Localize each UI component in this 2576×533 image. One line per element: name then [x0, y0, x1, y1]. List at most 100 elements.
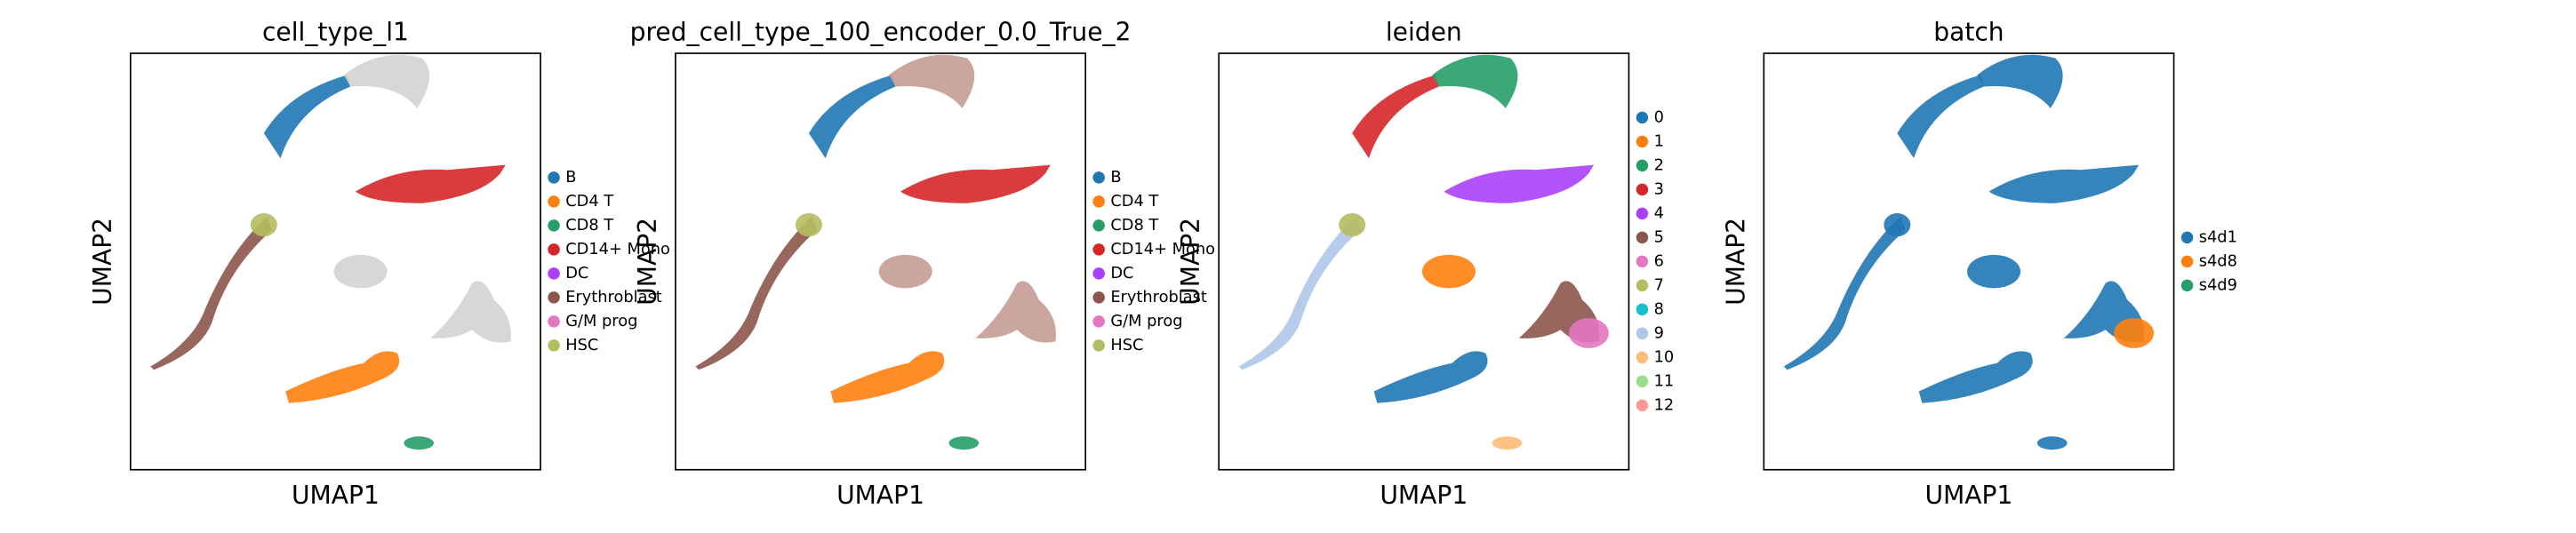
legend-marker — [1636, 399, 1649, 412]
legend-label: CD14+ Mono — [1110, 240, 1215, 259]
cluster-region — [343, 54, 430, 108]
legend-label: 8 — [1654, 299, 1664, 318]
legend-label: 2 — [1654, 155, 1664, 174]
y-axis-label: UMAP2 — [1176, 218, 1205, 306]
legend-label: B — [565, 168, 576, 187]
legend-label: CD4 T — [565, 192, 613, 211]
plot-title: leiden — [1386, 18, 1462, 47]
legend-marker — [1636, 279, 1649, 292]
legend-marker — [1636, 231, 1649, 244]
legend-label: Erythroblast — [565, 288, 662, 306]
legend-label: s4d1 — [2199, 227, 2237, 246]
legend-marker — [1092, 219, 1105, 232]
x-axis-label: UMAP1 — [1924, 481, 2012, 510]
legend-marker — [1092, 315, 1105, 328]
legend-label: s4d9 — [2199, 275, 2237, 294]
legend-marker — [1636, 135, 1649, 148]
legend-marker — [548, 171, 560, 184]
legend-marker — [1092, 267, 1105, 280]
cluster-region — [1988, 164, 2140, 203]
legend-marker — [1636, 159, 1649, 172]
legend-label: HSC — [1110, 336, 1143, 354]
cluster-region — [878, 254, 932, 289]
legend-marker — [548, 243, 560, 256]
cluster-region — [888, 54, 975, 108]
cluster-region — [1432, 54, 1518, 108]
legend-marker — [548, 195, 560, 208]
legend-marker — [2180, 255, 2194, 268]
cluster-region — [795, 213, 822, 237]
cluster-region — [1897, 75, 1984, 159]
legend-label: 7 — [1654, 275, 1664, 294]
legend-marker — [2180, 231, 2194, 244]
legend-label: 4 — [1654, 203, 1664, 222]
legend-marker — [1636, 375, 1649, 388]
cluster-region — [1352, 75, 1439, 159]
y-axis-label: UMAP2 — [633, 218, 662, 306]
legend-label: DC — [1110, 264, 1133, 282]
y-axis-label: UMAP2 — [1721, 218, 1750, 306]
cluster-region — [430, 281, 511, 343]
legend-marker — [1636, 327, 1649, 340]
legend-marker — [1092, 195, 1105, 208]
cluster-region — [900, 164, 1051, 203]
legend-marker — [1636, 183, 1649, 196]
cluster-region — [948, 436, 980, 450]
cluster-region — [2036, 436, 2068, 450]
cluster-region — [1373, 351, 1488, 403]
legend-label: 3 — [1654, 179, 1664, 198]
legend-marker — [1636, 351, 1649, 364]
legend-marker — [1092, 243, 1105, 256]
plot-frame — [1763, 52, 2175, 471]
x-axis-label: UMAP1 — [292, 481, 380, 510]
plot-frame — [129, 52, 541, 471]
cluster-region — [808, 75, 896, 159]
legend-label: B — [1110, 168, 1121, 187]
cluster-region — [2114, 318, 2155, 348]
cluster-region — [355, 164, 506, 203]
legend-label: DC — [565, 264, 588, 282]
legend-marker — [1636, 111, 1649, 124]
legend-marker — [548, 219, 560, 232]
legend-marker — [1092, 339, 1105, 352]
cluster-region — [1967, 254, 2021, 289]
cluster-region — [830, 351, 945, 403]
cluster-region — [250, 213, 277, 237]
legend-label: G/M prog — [565, 312, 637, 330]
legend-marker — [1636, 255, 1649, 268]
legend-label: CD8 T — [565, 216, 613, 235]
legend-marker — [1092, 291, 1105, 304]
legend-label: s4d8 — [2199, 251, 2237, 270]
cluster-region — [404, 436, 435, 450]
cluster-region — [695, 216, 818, 370]
legend-label: CD4 T — [1110, 192, 1158, 211]
cluster-region — [1977, 54, 2063, 108]
legend-marker — [548, 291, 560, 304]
legend-label: 11 — [1654, 371, 1675, 390]
cluster-region — [285, 351, 400, 403]
legend-marker — [548, 267, 560, 280]
legend-label: CD14+ Mono — [565, 240, 670, 259]
cluster-region — [1339, 213, 1366, 237]
legend-marker — [1092, 171, 1105, 184]
legend-marker — [2180, 279, 2194, 292]
legend-label: G/M prog — [1110, 312, 1182, 330]
legend-label: 5 — [1654, 227, 1664, 246]
legend-marker — [548, 339, 560, 352]
cluster-region — [333, 254, 388, 289]
legend-marker — [1636, 303, 1649, 316]
cluster-region — [1918, 351, 2033, 403]
cluster-region — [1492, 436, 1523, 450]
plot-title: batch — [1933, 18, 2004, 47]
legend-label: 0 — [1654, 107, 1664, 126]
legend-label: 6 — [1654, 251, 1664, 270]
plot-frame — [675, 52, 1087, 471]
cluster-region — [1783, 216, 1906, 370]
legend-marker — [1636, 207, 1649, 220]
cluster-region — [975, 281, 1056, 343]
legend-label: 1 — [1654, 131, 1664, 150]
plot-title: cell_type_l1 — [262, 18, 409, 47]
cluster-region — [1421, 254, 1476, 289]
legend-label: CD8 T — [1110, 216, 1158, 235]
cluster-region — [1444, 164, 1595, 203]
